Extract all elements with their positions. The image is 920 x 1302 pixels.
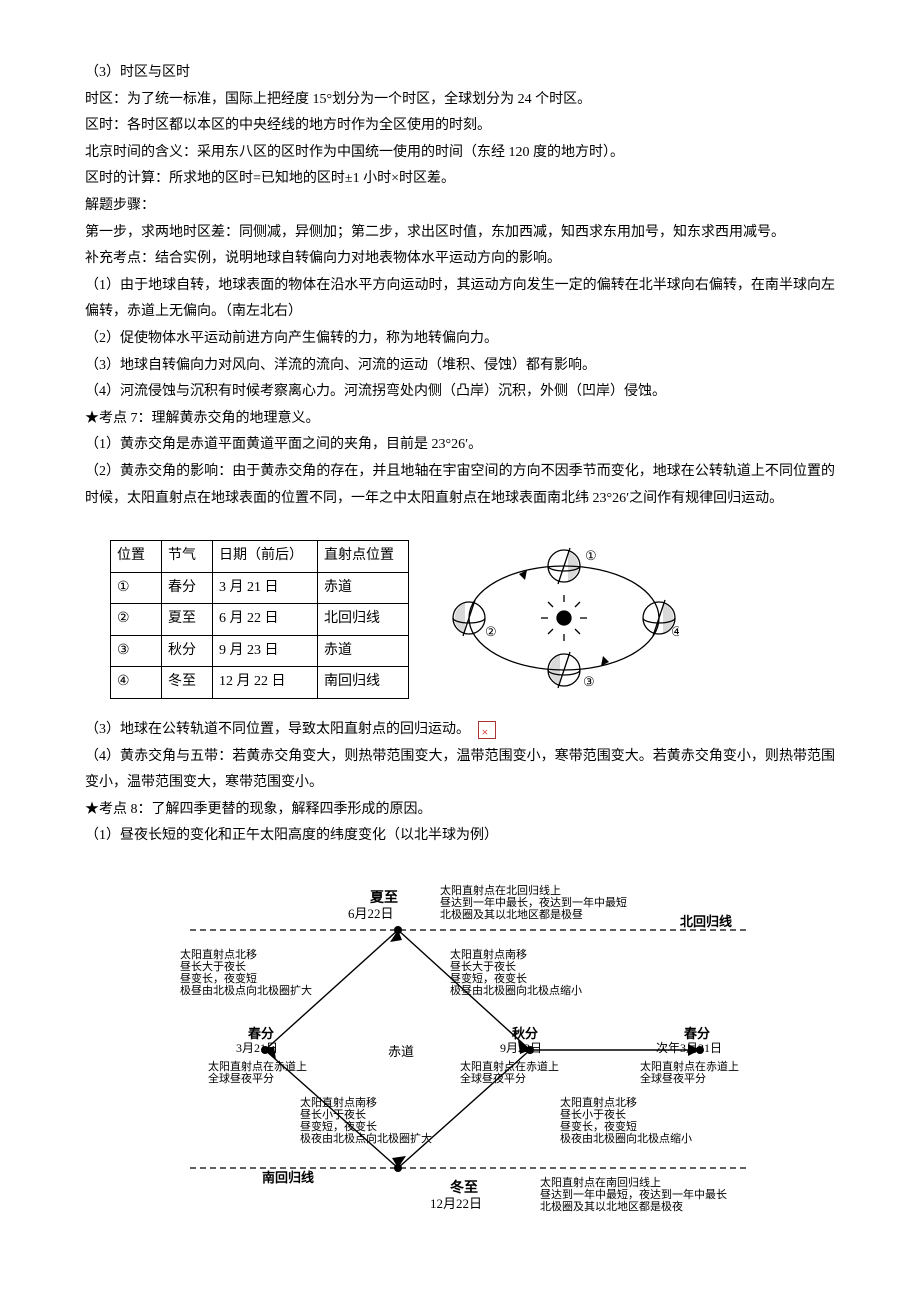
summer-solstice-title: 夏至 xyxy=(370,889,398,906)
para: 补充考点：结合实例，说明地球自转偏向力对地表物体水平运动方向的影响。 xyxy=(85,246,835,273)
para: （2）促使物体水平运动前进方向产生偏转的力，称为地转偏向力。 xyxy=(85,326,835,353)
td: ② xyxy=(111,604,162,636)
para: （1）昼夜长短的变化和正午太阳高度的纬度变化（以北半球为例） xyxy=(85,823,835,850)
td: 3 月 21 日 xyxy=(213,572,318,604)
winter-solstice-title: 冬至 xyxy=(450,1179,478,1196)
orbit-diagram: ① ② ③ ④ xyxy=(449,540,679,690)
td: 赤道 xyxy=(318,572,409,604)
th: 节气 xyxy=(162,541,213,573)
spring-label: 春分 xyxy=(247,1026,274,1041)
td: ③ xyxy=(111,635,162,667)
td: 夏至 xyxy=(162,604,213,636)
th: 位置 xyxy=(111,541,162,573)
td: 春分 xyxy=(162,572,213,604)
para: （3）地球自转偏向力对风向、洋流的流向、河流的运动（堆积、侵蚀）都有影响。 xyxy=(85,353,835,380)
table-row: ② 夏至 6 月 22 日 北回归线 xyxy=(111,604,409,636)
tropic-n-label: 北回归线 xyxy=(680,914,732,929)
para: 区时的计算：所求地的区时=已知地的区时±1 小时×时区差。 xyxy=(85,166,835,193)
para: 北京时间的含义：采用东八区的区时作为中国统一使用的时间（东经 120 度的地方时… xyxy=(85,140,835,167)
table-row: ① 春分 3 月 21 日 赤道 xyxy=(111,572,409,604)
para: 时区：为了统一标准，国际上把经度 15°划分为一个时区，全球划分为 24 个时区… xyxy=(85,87,835,114)
left-top-note: 太阳直射点北移昼长大于夜长昼变长，夜变短极昼由北极点向北极圈扩大 xyxy=(180,947,312,997)
table-row: 位置 节气 日期（前后） 直射点位置 xyxy=(111,541,409,573)
td: 赤道 xyxy=(318,635,409,667)
orbit-label-1: ① xyxy=(585,548,597,563)
orbit-label-2: ② xyxy=(485,624,497,639)
spring2-date: 次年3月21日 xyxy=(656,1041,722,1055)
left-bot-note: 太阳直射点南移昼长小于夜长昼变短，夜变长极夜由北极点向北极圈扩大 xyxy=(300,1095,432,1145)
td: ④ xyxy=(111,667,162,699)
solar-terms-table: 位置 节气 日期（前后） 直射点位置 ① 春分 3 月 21 日 赤道 ② 夏至… xyxy=(110,540,409,699)
td: 北回归线 xyxy=(318,604,409,636)
td: 冬至 xyxy=(162,667,213,699)
td: ① xyxy=(111,572,162,604)
para: 第一步，求两地时区差：同侧减，异侧加；第二步，求出区时值，东加西减，知西求东用加… xyxy=(85,220,835,247)
table-row: ④ 冬至 12 月 22 日 南回归线 xyxy=(111,667,409,699)
para: （4）河流侵蚀与沉积有时候考察离心力。河流拐弯处内侧（凸岸）沉积，外侧（凹岸）侵… xyxy=(85,379,835,406)
para: 区时：各时区都以本区的中央经线的地方时作为全区使用的时刻。 xyxy=(85,113,835,140)
bot-note: 太阳直射点在南回归线上昼达到一年中最短，夜达到一年中最长北极圈及其以北地区都是极… xyxy=(540,1175,727,1213)
para: （1）由于地球自转，地球表面的物体在沿水平方向运动时，其运动方向发生一定的偏转在… xyxy=(85,273,835,326)
th: 日期（前后） xyxy=(213,541,318,573)
summer-solstice-date: 6月22日 xyxy=(348,906,394,921)
right-bot-note: 太阳直射点北移昼长小于夜长昼变长，夜变短极夜由北极圈向北极点缩小 xyxy=(560,1095,692,1145)
para: 解题步骤： xyxy=(85,193,835,220)
spring2-label: 春分 xyxy=(683,1026,710,1041)
para: （3）地球在公转轨道不同位置，导致太阳直射点的回归运动。 xyxy=(85,717,835,744)
autumn-date: 9月23日 xyxy=(500,1041,542,1055)
para: （4）黄赤交角与五带：若黄赤交角变大，则热带范围变大，温带范围变小，寒带范围变大… xyxy=(85,744,835,797)
top-note: 太阳直射点在北回归线上昼达到一年中最长，夜达到一年中最短北极圈及其以北地区都是极… xyxy=(440,883,627,921)
broken-image-icon xyxy=(478,721,496,739)
td: 6 月 22 日 xyxy=(213,604,318,636)
para: （3）时区与区时 xyxy=(85,60,835,87)
eq-note-1: 太阳直射点在赤道上全球昼夜平分 xyxy=(208,1059,307,1085)
spring-date: 3月21日 xyxy=(236,1041,278,1055)
para: ★考点 8：了解四季更替的现象，解释四季形成的原因。 xyxy=(85,797,835,824)
para: ★考点 7：理解黄赤交角的地理意义。 xyxy=(85,406,835,433)
tropic-s-label: 南回归线 xyxy=(262,1170,314,1185)
td: 9 月 23 日 xyxy=(213,635,318,667)
orbit-label-4: ④ xyxy=(671,624,679,639)
table-row: ③ 秋分 9 月 23 日 赤道 xyxy=(111,635,409,667)
para: （1）黄赤交角是赤道平面黄道平面之间的夹角，目前是 23°26′。 xyxy=(85,432,835,459)
equator-label: 赤道 xyxy=(388,1044,414,1059)
right-top-note: 太阳直射点南移昼长大于夜长昼变短，夜变长极昼由北极圈向北极点缩小 xyxy=(450,947,582,997)
autumn-label: 秋分 xyxy=(512,1026,538,1041)
seasons-diagram: 赤道 夏至 6月22日 太阳直射点在北回归线上昼达到一年中最 xyxy=(140,870,780,1230)
orbit-label-3: ③ xyxy=(583,674,595,689)
th: 直射点位置 xyxy=(318,541,409,573)
td: 12 月 22 日 xyxy=(213,667,318,699)
eq-note-3: 太阳直射点在赤道上全球昼夜平分 xyxy=(640,1059,739,1085)
winter-solstice-date: 12月22日 xyxy=(430,1196,482,1211)
td: 南回归线 xyxy=(318,667,409,699)
td: 秋分 xyxy=(162,635,213,667)
para: （2）黄赤交角的影响：由于黄赤交角的存在，并且地轴在宇宙空间的方向不因季节而变化… xyxy=(85,459,835,512)
eq-note-2: 太阳直射点在赤道上全球昼夜平分 xyxy=(460,1059,559,1085)
